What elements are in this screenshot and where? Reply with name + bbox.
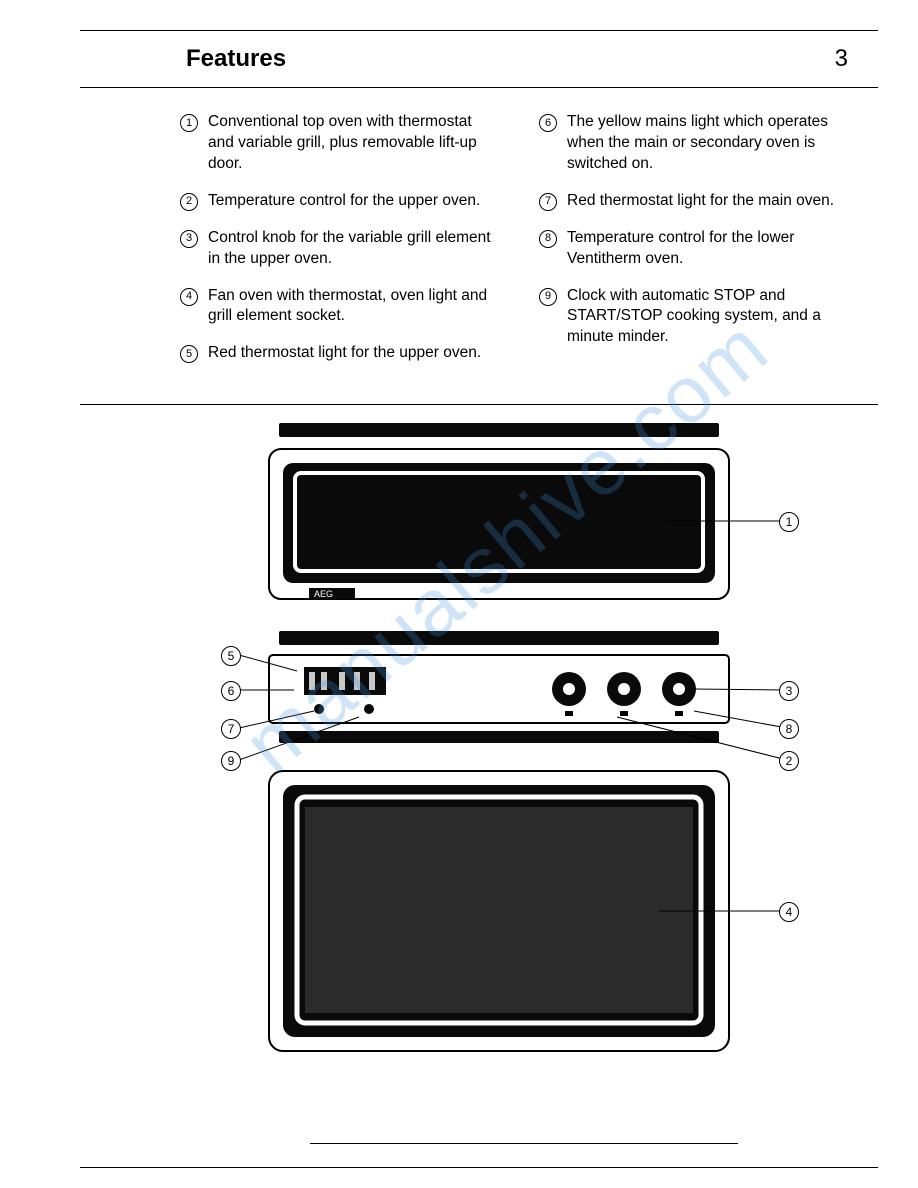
- page-number: 3: [835, 45, 848, 73]
- page-header: Features 3: [180, 45, 858, 73]
- feature-item: 7 Red thermostat light for the main oven.: [539, 191, 858, 212]
- feature-text: Temperature control for the upper oven.: [208, 191, 480, 212]
- oven-diagram: AEG: [209, 421, 829, 1101]
- feature-text: Temperature control for the lower Ventit…: [567, 228, 858, 270]
- feature-text: Red thermostat light for the main oven.: [567, 191, 834, 212]
- feature-text: Control knob for the variable grill elem…: [208, 228, 499, 270]
- footer-short-rule: [310, 1143, 738, 1144]
- feature-text: Clock with automatic STOP and START/STOP…: [567, 286, 858, 349]
- feature-number-icon: 1: [180, 114, 198, 132]
- feature-number-icon: 3: [180, 230, 198, 248]
- feature-item: 1 Conventional top oven with thermostat a…: [180, 112, 499, 175]
- header-rule: [80, 87, 878, 88]
- feature-item: 2 Temperature control for the upper oven.: [180, 191, 499, 212]
- feature-text: Fan oven with thermostat, oven light and…: [208, 286, 499, 328]
- feature-text: The yellow mains light which operates wh…: [567, 112, 858, 175]
- feature-number-icon: 7: [539, 193, 557, 211]
- feature-number-icon: 4: [180, 288, 198, 306]
- feature-item: 5 Red thermostat light for the upper oven…: [180, 343, 499, 364]
- manual-page: Features 3 1 Conventional top oven with t…: [0, 0, 918, 1188]
- feature-number-icon: 2: [180, 193, 198, 211]
- feature-item: 6 The yellow mains light which operates w…: [539, 112, 858, 175]
- feature-text: Conventional top oven with thermostat an…: [208, 112, 499, 175]
- bottom-rule: [80, 1167, 878, 1168]
- feature-item: 4 Fan oven with thermostat, oven light an…: [180, 286, 499, 328]
- page-title: Features: [186, 45, 286, 73]
- feature-text: Red thermostat light for the upper oven.: [208, 343, 481, 364]
- feature-item: 3 Control knob for the variable grill ele…: [180, 228, 499, 270]
- feature-number-icon: 8: [539, 230, 557, 248]
- brand-label: AEG: [314, 589, 333, 599]
- feature-number-icon: 5: [180, 345, 198, 363]
- features-list: 1 Conventional top oven with thermostat a…: [180, 112, 858, 380]
- features-col-right: 6 The yellow mains light which operates w…: [539, 112, 858, 380]
- oven-svg: AEG: [209, 421, 829, 1101]
- feature-item: 9 Clock with automatic STOP and START/STO…: [539, 286, 858, 349]
- top-rule: [80, 30, 878, 31]
- section-rule: [80, 404, 878, 405]
- feature-item: 8 Temperature control for the lower Venti…: [539, 228, 858, 270]
- features-col-left: 1 Conventional top oven with thermostat a…: [180, 112, 499, 380]
- feature-number-icon: 9: [539, 288, 557, 306]
- feature-number-icon: 6: [539, 114, 557, 132]
